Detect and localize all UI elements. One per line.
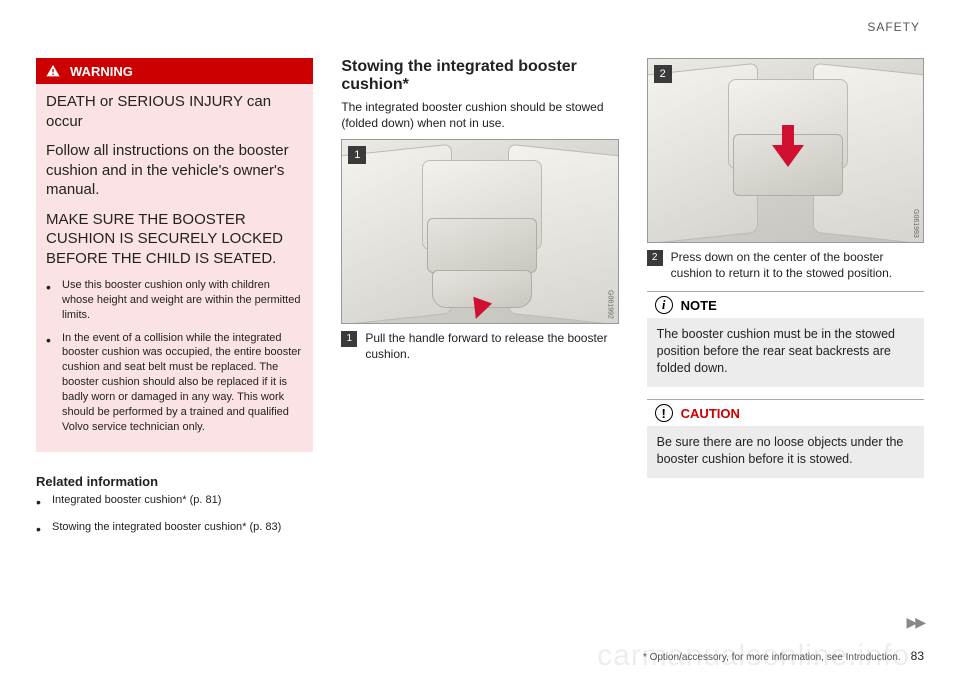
note-label: NOTE	[681, 298, 717, 313]
step-1-text: Pull the handle forward to release the b…	[365, 330, 618, 362]
warning-bullets: Use this booster cushion only with child…	[46, 278, 303, 434]
press-down-arrow-icon	[770, 125, 806, 169]
column-1: WARNING DEATH or SERIOUS INJURY can occu…	[36, 58, 313, 547]
figure-1-badge: 1	[348, 146, 366, 164]
caution-body: Be sure there are no loose objects under…	[647, 426, 924, 478]
related-title: Related information	[36, 474, 313, 489]
info-icon: i	[655, 296, 673, 314]
watermark: carmanualsonline.info	[597, 639, 910, 673]
note-header: i NOTE	[647, 291, 924, 318]
note-box: i NOTE The booster cushion must be in th…	[647, 291, 924, 387]
continued-icon: ▶▶	[906, 614, 924, 631]
figure-2-badge: 2	[654, 65, 672, 83]
warning-triangle-icon	[44, 62, 62, 80]
note-body: The booster cushion must be in the stowe…	[647, 318, 924, 387]
pull-arrow-icon	[460, 282, 504, 322]
exclaim-icon: !	[655, 404, 673, 422]
step-1-num: 1	[341, 331, 357, 347]
related-i2: Stowing the integrated booster cushion* …	[52, 520, 281, 539]
column-2: Stowing the integrated booster cushion* …	[341, 58, 618, 547]
page-number: 83	[911, 649, 924, 663]
warning-box: WARNING DEATH or SERIOUS INJURY can occu…	[36, 58, 313, 452]
caution-label: CAUTION	[681, 406, 740, 421]
step-1: 1 Pull the handle forward to release the…	[341, 330, 618, 362]
warning-p3: MAKE SURE THE BOOSTER CUSHION IS SECUREL…	[46, 210, 303, 269]
warning-body: DEATH or SERIOUS INJURY can occur Follow…	[36, 84, 313, 452]
figure-1-code: G061992	[607, 290, 614, 319]
step-2-num: 2	[647, 250, 663, 266]
caution-header: ! CAUTION	[647, 399, 924, 426]
warning-b2: In the event of a collision while the in…	[62, 331, 303, 435]
figure-2: 2 G061993	[647, 58, 924, 243]
step-2-text: Press down on the center of the booster …	[671, 249, 924, 281]
content-columns: WARNING DEATH or SERIOUS INJURY can occu…	[36, 58, 924, 547]
article-title: Stowing the integrated booster cushion*	[341, 58, 618, 95]
section-header: SAFETY	[867, 20, 920, 34]
warning-p1: DEATH or SERIOUS INJURY can occur	[46, 92, 303, 131]
article-intro: The integrated booster cushion should be…	[341, 99, 618, 131]
step-2: 2 Press down on the center of the booste…	[647, 249, 924, 281]
figure-1: 1 G061992	[341, 139, 618, 324]
related-list: Integrated booster cushion* (p. 81) Stow…	[36, 493, 313, 547]
page: SAFETY WARNING DEATH or SERIOUS INJURY c…	[0, 0, 960, 677]
warning-b1: Use this booster cushion only with child…	[62, 278, 303, 323]
column-3: 2 G061993 2 Press down on the center of …	[647, 58, 924, 547]
warning-label: WARNING	[70, 64, 133, 79]
warning-header: WARNING	[36, 58, 313, 84]
related-i1: Integrated booster cushion* (p. 81)	[52, 493, 221, 512]
caution-box: ! CAUTION Be sure there are no loose obj…	[647, 399, 924, 478]
figure-2-code: G061993	[912, 209, 919, 238]
warning-p2: Follow all instructions on the booster c…	[46, 141, 303, 200]
